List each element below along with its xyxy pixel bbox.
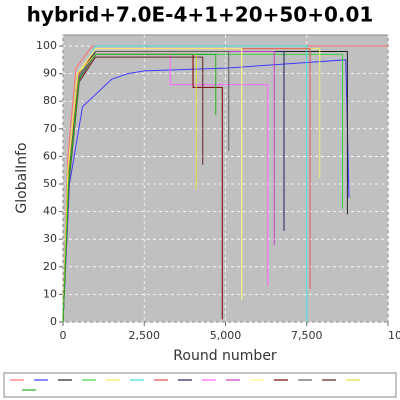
x-tick-label: 0 <box>60 329 67 342</box>
y-tick-label: 20 <box>43 260 57 273</box>
y-tick-label: 50 <box>43 177 57 190</box>
y-tick-label: 80 <box>43 94 57 107</box>
series-line <box>62 53 217 323</box>
series-line <box>62 59 350 323</box>
y-tick-label: 60 <box>43 149 57 162</box>
y-axis-label: GlobalInfo <box>14 142 30 213</box>
x-tick-label: 10,00 <box>388 329 400 342</box>
series-line <box>62 53 197 323</box>
x-axis-label: Round number <box>173 348 277 364</box>
y-tick-label: 10 <box>43 287 57 300</box>
x-tick-label: 2,500 <box>129 329 161 342</box>
plot-area <box>62 34 389 323</box>
y-tick-label: 90 <box>43 67 57 80</box>
y-tick-label: 100 <box>36 39 57 52</box>
y-tick-label: 30 <box>43 232 57 245</box>
x-tick-label: 7,500 <box>291 329 323 342</box>
y-tick-label: 40 <box>43 205 57 218</box>
y-tick-label: 70 <box>43 122 57 135</box>
legend-box <box>3 372 397 398</box>
y-tick-label: 0 <box>50 315 57 328</box>
x-tick-label: 5,000 <box>210 329 242 342</box>
chart-title: hybrid+7.0E-4+1+20+50+0.01 <box>27 3 374 27</box>
